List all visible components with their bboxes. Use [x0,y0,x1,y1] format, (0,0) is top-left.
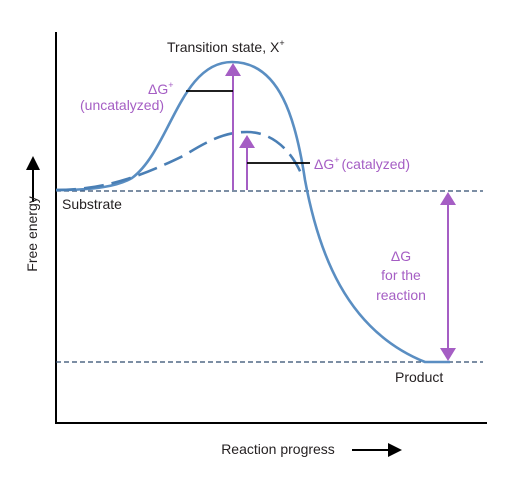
x-axis-label: Reaction progress [221,441,335,457]
reaction-delta-line3: reaction [376,287,426,303]
uncatalyzed-sup: + [168,80,173,90]
y-axis-arrow [26,156,40,202]
reaction-delta-arrow [440,192,456,361]
catalyzed-activation-arrow [239,135,255,190]
transition-state-sup: + [279,38,284,48]
product-label: Product [395,369,443,385]
catalyzed-label: ΔG+ (catalyzed) [314,155,410,172]
reaction-delta-line1: ΔG [391,248,411,264]
substrate-label: Substrate [62,196,122,212]
x-axis-arrow [352,443,402,457]
transition-state-label: Transition state, X+ [167,38,285,55]
catalyzed-sup: + [334,155,339,165]
uncatalyzed-text: (uncatalyzed) [80,97,164,113]
uncatalyzed-delta-label: ΔG+ [148,80,174,97]
uncatalyzed-activation-arrow [225,63,241,190]
catalyzed-curve [55,130,305,192]
reaction-delta-line2: for the [381,267,421,283]
uncatalyzed-curve [55,60,450,364]
catalyzed-text: (catalyzed) [342,156,410,172]
y-axis-label: Free energy [24,196,40,271]
